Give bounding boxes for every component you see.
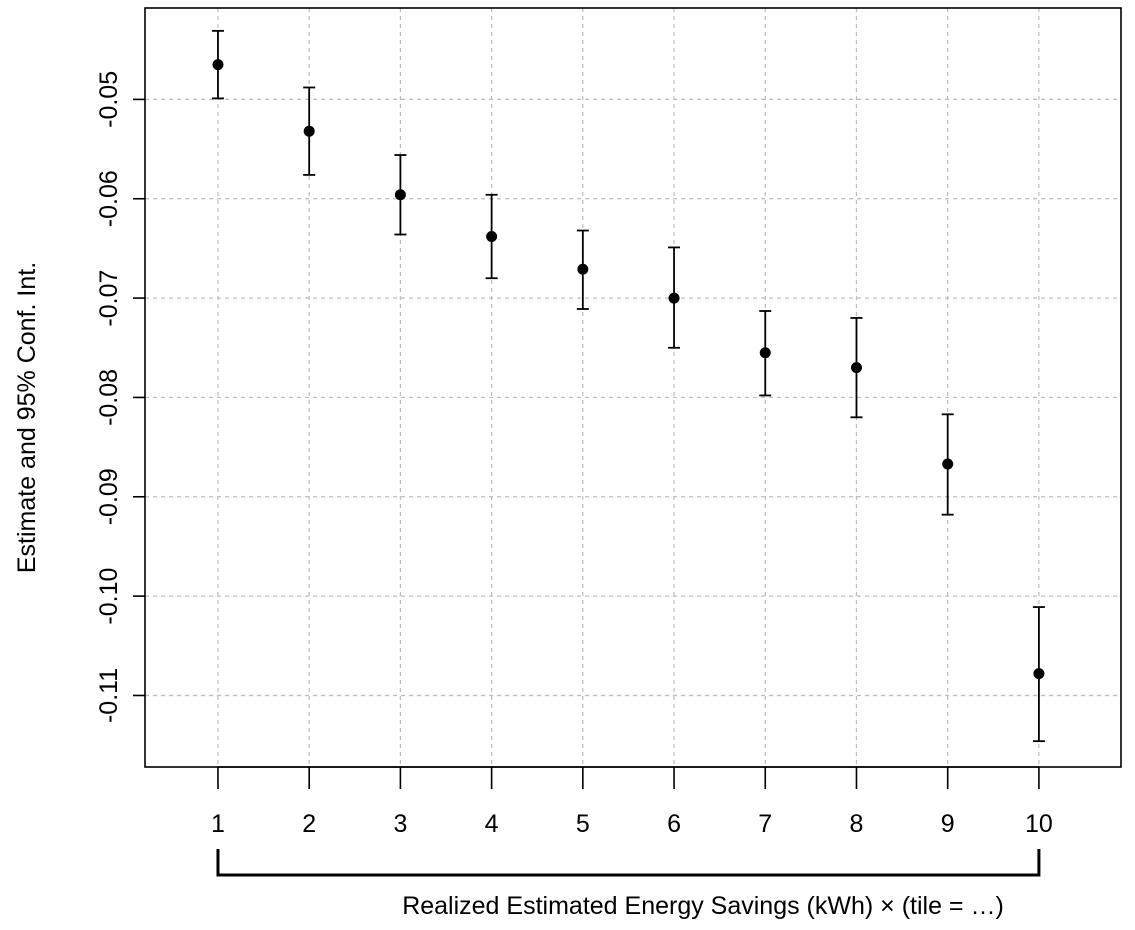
x-tick-label: 2 (302, 810, 316, 838)
y-tick-label: -0.07 (95, 270, 123, 327)
estimate-point (668, 292, 680, 304)
x-tick-label: 1 (211, 810, 225, 838)
estimate-point (303, 125, 315, 137)
x-tick-label: 7 (758, 810, 772, 838)
errorbar-7 (759, 310, 772, 397)
errorbar-8 (850, 317, 863, 419)
x-tick-label: 3 (393, 810, 407, 838)
estimate-point (486, 230, 498, 242)
errorbar-10 (1032, 606, 1045, 743)
errorbar-6 (668, 246, 681, 349)
errorbar-5 (576, 229, 589, 310)
bracket-line (216, 849, 1041, 877)
x-bracket (216, 849, 1041, 877)
plot-frame (144, 7, 1122, 768)
x-tick-label: 4 (485, 810, 499, 838)
errorbar-3 (394, 154, 407, 236)
x-tick-label: 6 (667, 810, 681, 838)
estimate-point (577, 263, 589, 275)
estimate-point (759, 347, 771, 359)
x-tick-label: 8 (850, 810, 864, 838)
x-tick-label: 10 (1025, 810, 1053, 838)
estimate-point (212, 59, 224, 71)
y-tick-label: -0.11 (95, 668, 123, 723)
x-tick-label: 5 (576, 810, 590, 838)
gridlines (145, 8, 1121, 767)
y-tick-label: -0.10 (95, 568, 123, 625)
estimate-point (1033, 668, 1045, 680)
x-tick-label: 9 (941, 810, 955, 838)
x-axis-title: Realized Estimated Energy Savings (kWh) … (402, 892, 1004, 920)
y-axis-title: Estimate and 95% Conf. Int. (13, 262, 41, 573)
x-axis: 1 2 3 4 5 6 7 8 9 10 (211, 766, 1053, 838)
y-tick-label: -0.05 (95, 71, 123, 128)
estimate-point (942, 458, 954, 470)
y-tick-label: -0.08 (95, 369, 123, 426)
data-points (211, 29, 1045, 743)
errorbar-2 (303, 86, 316, 176)
y-axis: -0.05 -0.06 -0.07 -0.08 -0.09 -0.10 -0.11 (95, 71, 145, 723)
estimate-point (394, 189, 406, 201)
y-tick-label: -0.09 (95, 468, 123, 525)
errorbar-9 (941, 413, 954, 516)
y-tick-label: -0.06 (95, 170, 123, 227)
errorbar-1 (211, 29, 224, 100)
errorbar-4 (485, 193, 498, 280)
estimate-point (850, 362, 862, 374)
